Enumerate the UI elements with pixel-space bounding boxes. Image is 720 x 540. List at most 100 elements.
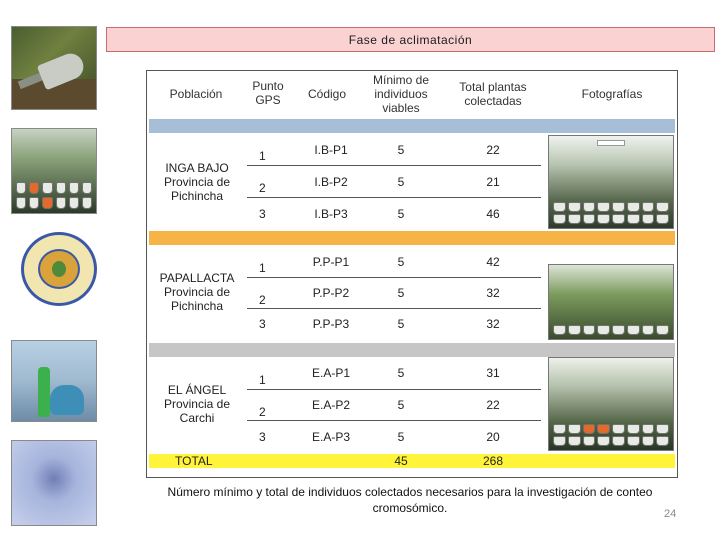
header-total: Total plantas colectadas: [459, 80, 527, 108]
header-fotografias: Fotografías: [581, 87, 643, 101]
pot: [641, 424, 655, 434]
pot: [567, 214, 581, 224]
pot: [553, 202, 566, 212]
min-cell: 5: [397, 143, 405, 157]
gps-cell: 2: [259, 405, 266, 419]
population-label: EL ÁNGEL Provincia de Carchi: [163, 383, 231, 425]
pot: [597, 436, 610, 446]
pot: [656, 214, 669, 224]
pot: [582, 202, 596, 212]
table-header: Población Punto GPS Código Mínimo de ind…: [147, 71, 677, 119]
pot: [81, 197, 92, 209]
pot: [55, 182, 66, 194]
total-cell: 21: [486, 175, 500, 189]
pot: [597, 202, 610, 212]
pot-grid: [553, 325, 669, 335]
pot-grid: [553, 202, 669, 224]
pot: [597, 214, 610, 224]
pot: [55, 197, 66, 209]
pot: [612, 436, 625, 446]
papallacta-photo: [548, 264, 674, 340]
min-cell: 5: [397, 286, 405, 300]
glove-icon: [50, 385, 84, 415]
pot: [626, 214, 640, 224]
total-cell: 32: [486, 286, 500, 300]
pot: [641, 325, 655, 335]
min-cell: 5: [397, 175, 405, 189]
microscope-cells-photo: [11, 440, 97, 526]
trowel-soil-photo: [11, 26, 97, 110]
bottle-icon: [38, 367, 50, 417]
row-divider: [247, 197, 541, 198]
row-divider: [247, 277, 541, 278]
header-poblacion: Población: [169, 87, 223, 101]
photo-tag: [597, 140, 625, 146]
pot: [582, 325, 596, 335]
logo-center: [38, 249, 80, 289]
el-angel-photo: [548, 357, 674, 451]
total-cell: 31: [486, 366, 500, 380]
pot: [626, 436, 640, 446]
min-cell: 5: [397, 207, 405, 221]
min-cell: 5: [397, 398, 405, 412]
header-punto-gps: Punto GPS: [252, 79, 284, 107]
min-cell: 5: [397, 255, 405, 269]
laboratory-photo: [11, 340, 97, 422]
total-label: TOTAL: [175, 454, 213, 468]
pot: [42, 182, 53, 194]
pot: [656, 424, 669, 434]
population-label: PAPALLACTA Provincia de Pichincha: [159, 271, 235, 313]
total-cell: 46: [486, 207, 500, 221]
pot: [612, 214, 625, 224]
code-cell: P.P-P2: [312, 286, 350, 300]
gps-cell: 1: [259, 149, 266, 163]
pot: [612, 325, 625, 335]
inga-bajo-photo: [548, 135, 674, 229]
pot: [29, 182, 40, 194]
pot: [626, 202, 640, 212]
row-divider: [247, 308, 541, 309]
pot: [656, 325, 669, 335]
pot: [582, 424, 596, 434]
header-minimo: Mínimo de individuos viables: [372, 73, 430, 115]
gps-cell: 2: [259, 293, 266, 307]
slide-title: Fase de aclimatación: [106, 27, 715, 52]
pot: [612, 202, 625, 212]
population-label: INGA BAJO Provincia de Pichincha: [163, 161, 231, 203]
total-cell: 42: [486, 255, 500, 269]
pot: [68, 182, 79, 194]
table-caption: Número mínimo y total de individuos cole…: [167, 485, 653, 515]
pot: [16, 182, 27, 194]
pot: [597, 325, 610, 335]
pot: [567, 202, 581, 212]
total-cell: 20: [486, 430, 500, 444]
pot: [641, 436, 655, 446]
pot: [16, 197, 27, 209]
pot: [582, 436, 596, 446]
gps-cell: 3: [259, 207, 266, 221]
total-cell: 22: [486, 398, 500, 412]
pot: [567, 436, 581, 446]
page-number: 24: [664, 508, 677, 520]
pot-grid: [553, 424, 669, 446]
row-divider: [247, 165, 541, 166]
total-cell: 32: [486, 317, 500, 331]
pot: [612, 424, 625, 434]
pot: [641, 214, 655, 224]
gps-cell: 3: [259, 317, 266, 331]
code-cell: P.P-P3: [312, 317, 350, 331]
code-cell: I.B-P1: [314, 143, 348, 157]
min-cell: 5: [397, 366, 405, 380]
total-row: [149, 454, 675, 468]
pot: [567, 325, 581, 335]
pot: [81, 182, 92, 194]
gps-cell: 1: [259, 261, 266, 275]
code-cell: I.B-P2: [314, 175, 348, 189]
pot-grid: [16, 182, 92, 209]
gps-cell: 2: [259, 181, 266, 195]
total-cell: 22: [486, 143, 500, 157]
gps-cell: 3: [259, 430, 266, 444]
pot: [626, 325, 640, 335]
pot: [626, 424, 640, 434]
logo-ring: [21, 232, 97, 306]
